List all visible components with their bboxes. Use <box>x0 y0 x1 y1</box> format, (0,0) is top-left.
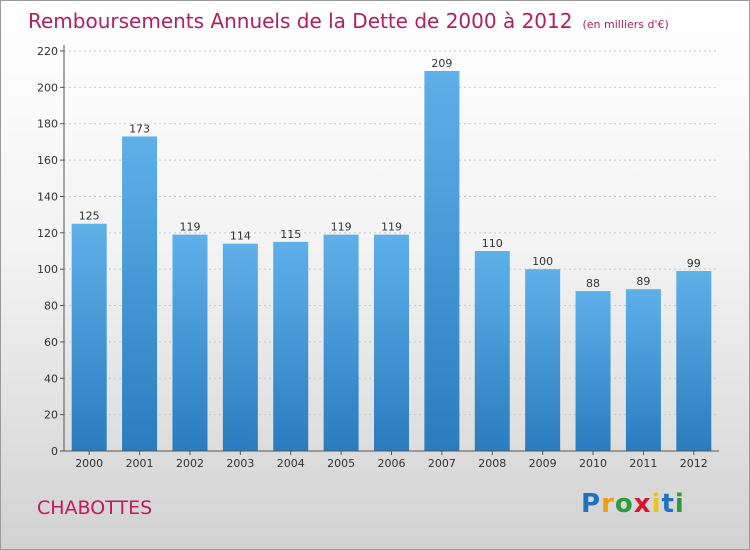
data-label: 119 <box>331 221 352 234</box>
x-tick-label: 2012 <box>680 457 708 470</box>
bar-2000 <box>71 223 107 451</box>
x-tick-label: 2004 <box>277 457 305 470</box>
bar-2004 <box>273 241 309 451</box>
bar-2002 <box>172 234 208 451</box>
data-label: 119 <box>381 221 402 234</box>
y-tick-label: 220 <box>37 45 58 58</box>
logo-letter: i <box>674 489 685 519</box>
y-tick-label: 120 <box>37 227 58 240</box>
data-label: 209 <box>431 57 452 70</box>
logo-letter: r <box>601 489 615 519</box>
x-tick-label: 2006 <box>378 457 406 470</box>
bar-2008 <box>474 251 510 451</box>
x-tick-label: 2009 <box>529 457 557 470</box>
bar-2011 <box>625 289 661 451</box>
data-label: 114 <box>230 230 251 243</box>
y-tick-label: 40 <box>44 372 58 385</box>
bar-2012 <box>676 271 712 451</box>
data-label: 173 <box>129 122 150 135</box>
data-label: 89 <box>636 275 650 288</box>
y-tick-label: 140 <box>37 190 58 203</box>
bar-2009 <box>525 269 561 451</box>
bar-2005 <box>323 234 359 451</box>
logo-letter: x <box>633 489 652 519</box>
unit-label: (en milliers d'€) <box>582 18 669 31</box>
x-tick-label: 2001 <box>126 457 154 470</box>
data-label: 100 <box>532 255 553 268</box>
bar-2010 <box>575 291 611 451</box>
data-label: 88 <box>586 277 600 290</box>
data-label: 99 <box>687 257 701 270</box>
bar-2007 <box>424 71 460 451</box>
y-tick-label: 200 <box>37 81 58 94</box>
x-tick-label: 2008 <box>478 457 506 470</box>
bar-2003 <box>222 243 258 451</box>
logo-letter: o <box>614 489 634 519</box>
data-label: 119 <box>179 221 200 234</box>
logo-letter: t <box>661 489 675 519</box>
y-tick-label: 80 <box>44 300 58 313</box>
data-label: 125 <box>79 210 100 223</box>
title-text: Remboursements Annuels de la Dette de 20… <box>28 9 573 33</box>
bar-2006 <box>374 234 409 451</box>
data-label: 115 <box>280 228 301 241</box>
proxiti-logo: Proxiti <box>581 489 685 519</box>
y-tick-label: 20 <box>44 409 58 422</box>
chart-title: Remboursements Annuels de la Dette de 20… <box>28 9 669 33</box>
x-tick-label: 2002 <box>176 457 204 470</box>
logo-letter: i <box>651 489 662 519</box>
logo-letter: P <box>581 489 602 519</box>
x-tick-label: 2005 <box>327 457 355 470</box>
x-tick-label: 2007 <box>428 457 456 470</box>
data-label: 110 <box>482 237 503 250</box>
y-tick-label: 0 <box>51 445 58 458</box>
x-tick-label: 2000 <box>75 457 103 470</box>
y-tick-label: 160 <box>37 154 58 167</box>
commune-name: CHABOTTES <box>37 497 153 519</box>
x-tick-label: 2003 <box>226 457 254 470</box>
y-tick-label: 100 <box>37 263 58 276</box>
x-tick-label: 2011 <box>629 457 657 470</box>
y-tick-label: 180 <box>37 118 58 131</box>
x-tick-label: 2010 <box>579 457 607 470</box>
y-tick-label: 60 <box>44 336 58 349</box>
bar-2001 <box>122 136 158 452</box>
